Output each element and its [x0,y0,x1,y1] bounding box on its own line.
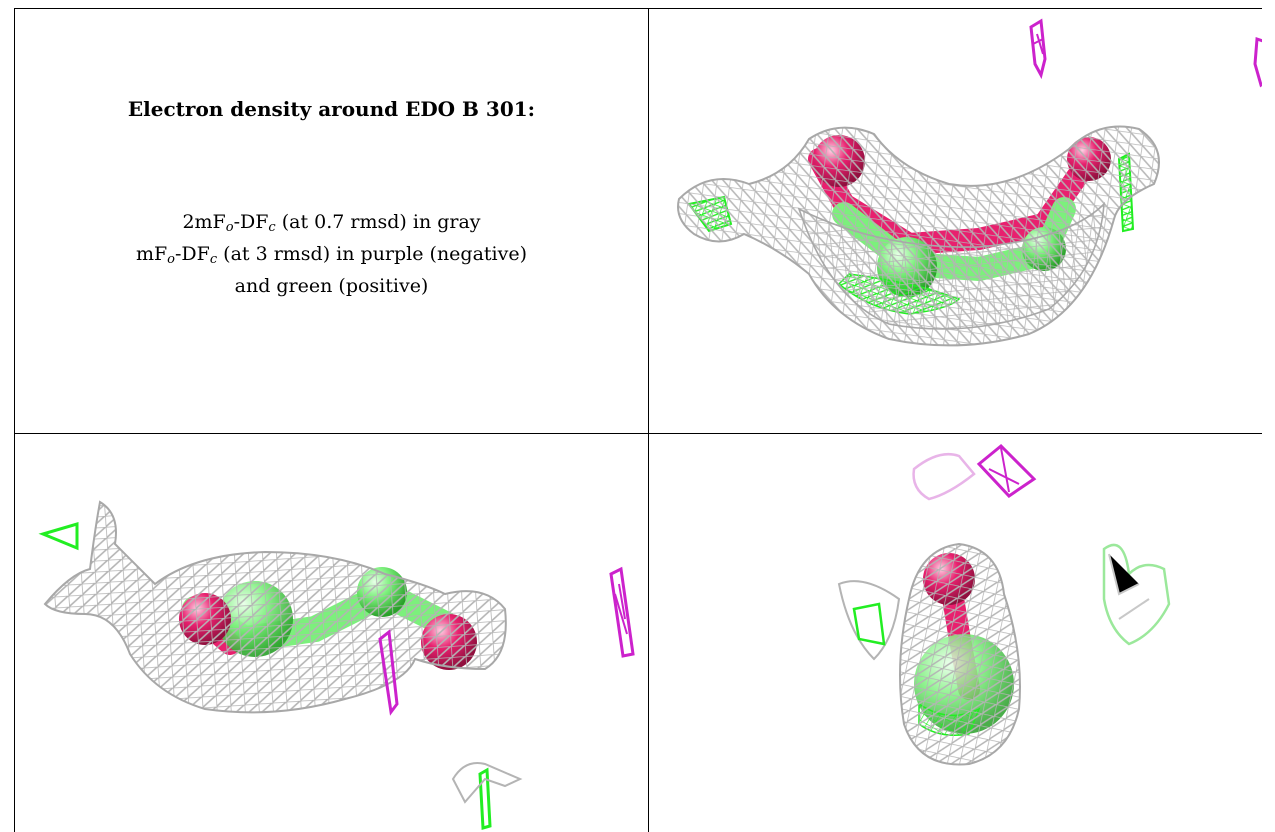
caption-title: Electron density around EDO B 301: [127,97,536,121]
density-mesh-view [837,443,1171,766]
density-mesh-view [38,500,635,830]
figure-grid: Electron density around EDO B 301: 2mFo-… [14,8,1262,832]
legend-subscript: c [268,220,276,235]
legend-line-2fofc: 2mFo-DFc (at 0.7 rmsd) in gray [15,209,648,241]
caption-legend: 2mFo-DFc (at 0.7 rmsd) in gray mFo-DFc (… [15,209,648,300]
grid-border-left [14,8,15,832]
negative-density-mesh [614,583,628,635]
positive-density-mesh [478,767,492,830]
gray-density-mesh [451,762,523,804]
grid-divider-horizontal [14,433,1262,434]
density-mesh-view [677,18,1262,347]
gray-density-mesh [837,580,901,661]
negative-density-mesh [378,629,399,716]
positive-density-mesh [1102,543,1171,646]
gray-density-mesh [1108,553,1150,620]
view-top-right [649,9,1262,433]
legend-text: (at 3 rmsd) in purple (negative) [217,243,528,265]
negative-density-mesh [1032,33,1044,55]
negative-density-mesh [1029,18,1047,80]
negative-density-mesh [609,566,635,658]
positive-density-mesh [38,521,79,551]
view-bottom-right [649,434,1262,832]
grid-divider-vertical [648,8,649,832]
negative-density-mesh [988,447,1020,493]
legend-line-fofc: mFo-DFc (at 3 rmsd) in purple (negative) [15,241,648,273]
legend-text: mF [135,243,168,265]
gray-density-mesh [899,542,1021,766]
caption-panel: Electron density around EDO B 301: 2mFo-… [15,9,648,433]
legend-subscript: o [225,220,234,235]
negative-density-mesh [976,443,1037,498]
legend-text: -DF [233,211,269,233]
legend-text: 2mF [182,211,226,233]
legend-line-positive: and green (positive) [234,275,429,297]
positive-density-mesh [852,602,886,646]
negative-density-mesh [912,452,976,501]
gray-density-mesh [797,201,1105,330]
negative-density-mesh [1253,36,1262,88]
view-bottom-left [15,434,648,832]
legend-subscript: c [209,252,218,267]
legend-subscript: o [167,252,175,267]
legend-text: -DF [175,243,210,265]
legend-text: (at 0.7 rmsd) in gray [275,211,481,233]
grid-border-top [14,8,1262,9]
gray-density-mesh [43,500,507,714]
